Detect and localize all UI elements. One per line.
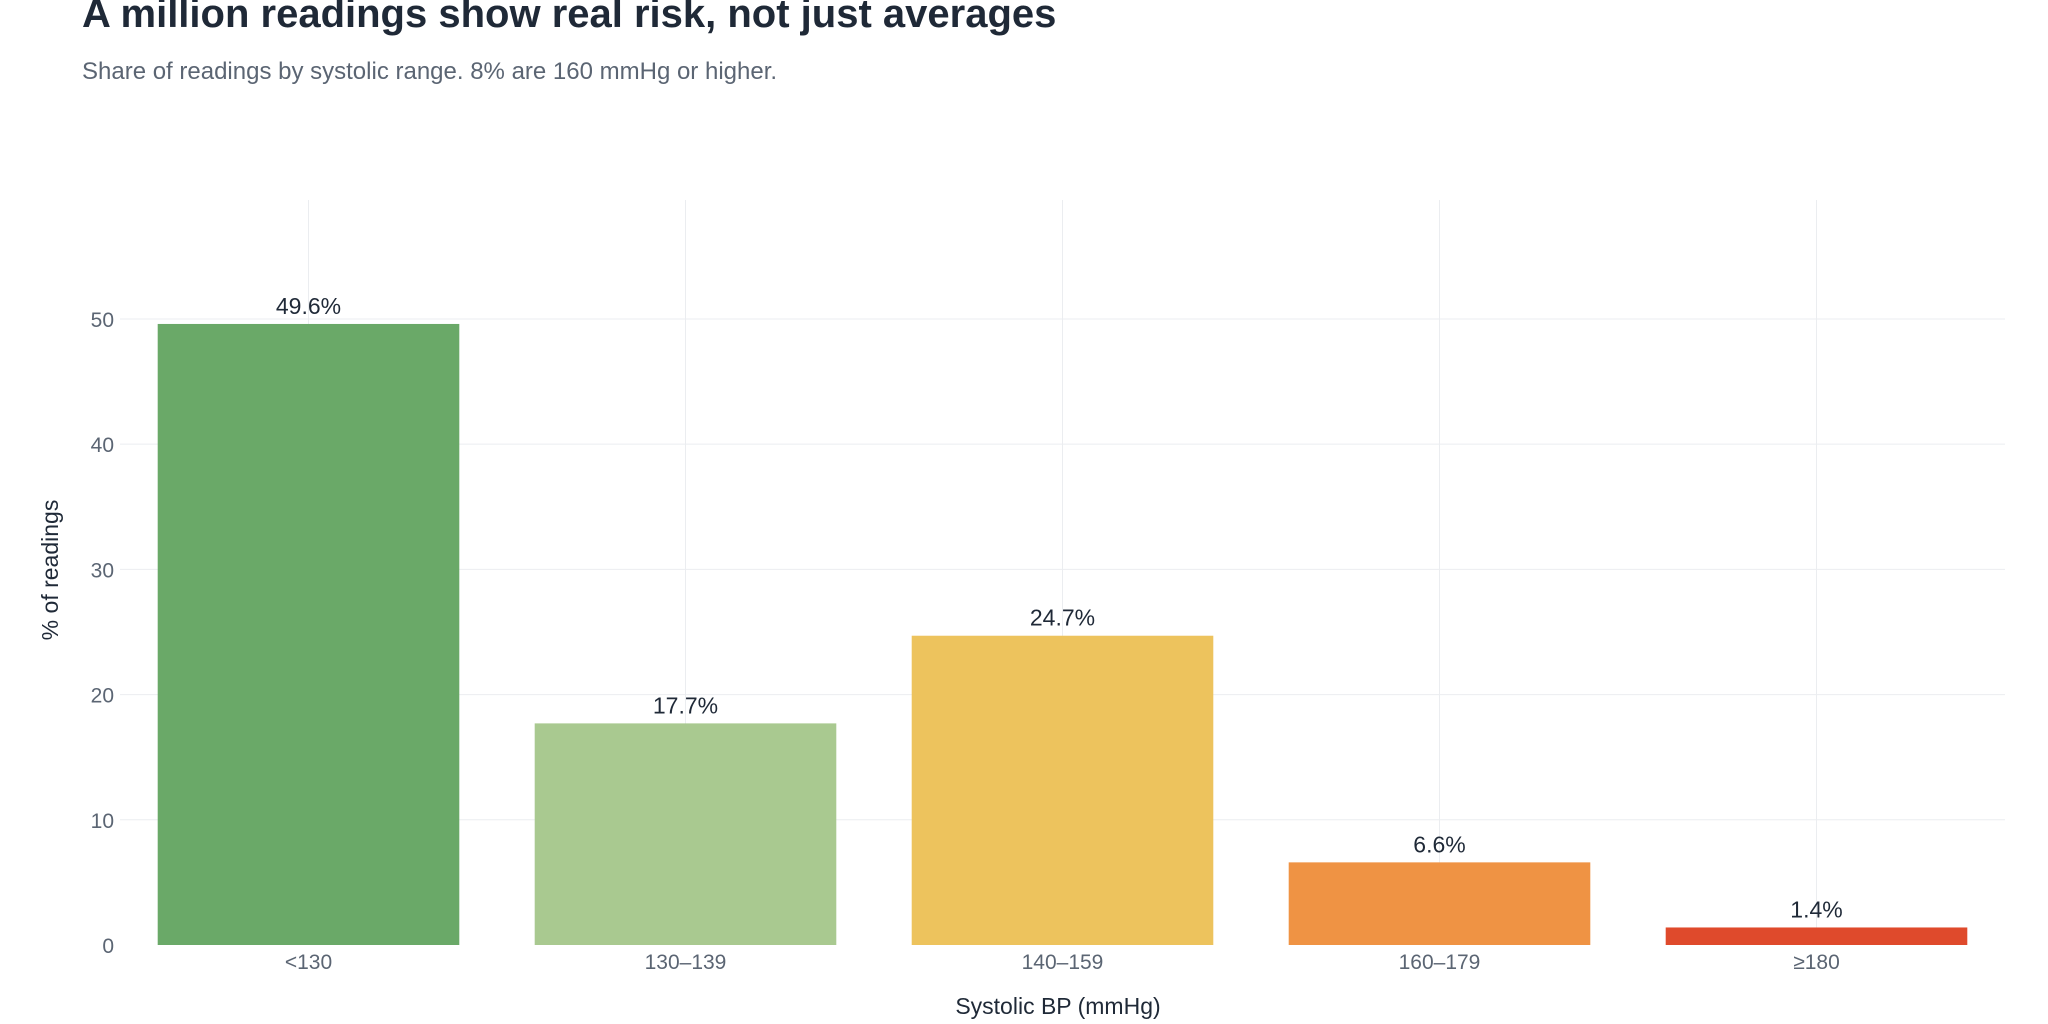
x-tick-label: 160–179: [1399, 951, 1481, 974]
x-tick-labels: <130 130–139 140–159 160–179 ≥180: [285, 951, 1840, 974]
y-axis-title: % of readings: [37, 500, 63, 641]
data-labels: 49.6% 17.7% 24.7% 6.6% 1.4%: [276, 293, 1843, 923]
y-tick-labels: 0 10 20 30 40 50: [91, 309, 114, 958]
x-axis-title: Systolic BP (mmHg): [955, 993, 1160, 1019]
bar: [911, 635, 1214, 945]
data-label: 17.7%: [653, 692, 718, 718]
x-tick-label: 130–139: [645, 951, 727, 974]
y-tick-label: 50: [91, 309, 114, 332]
bar: [534, 723, 837, 945]
y-tick-label: 10: [91, 810, 114, 833]
data-label: 49.6%: [276, 293, 341, 319]
y-tick-label: 40: [91, 434, 114, 457]
y-tick-label: 20: [91, 685, 114, 708]
bar: [1665, 927, 1968, 945]
chart-subtitle: Share of readings by systolic range. 8% …: [82, 58, 778, 85]
x-tick-label: <130: [285, 951, 332, 974]
data-label: 1.4%: [1790, 896, 1842, 922]
chart-title: A million readings show real risk, not j…: [82, 0, 1057, 36]
data-label: 6.6%: [1413, 831, 1465, 857]
x-tick-label: ≥180: [1793, 951, 1840, 974]
y-tick-label: 30: [91, 559, 114, 582]
bars: [157, 323, 1968, 945]
bar: [157, 323, 460, 945]
data-label: 24.7%: [1030, 605, 1095, 631]
y-tick-label: 0: [102, 935, 114, 958]
x-tick-label: 140–159: [1022, 951, 1104, 974]
bar: [1288, 862, 1591, 945]
